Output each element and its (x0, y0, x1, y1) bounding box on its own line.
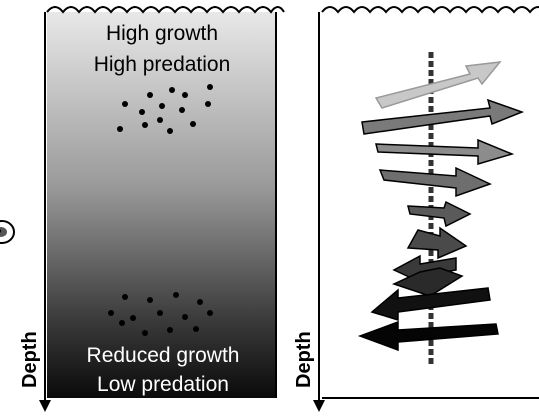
left-water-column (46, 6, 285, 398)
right-depth-axis (313, 12, 325, 412)
bottom-particle-cluster (108, 292, 213, 336)
water-surface-wave (46, 6, 285, 14)
bottom-label-growth: Reduced growth (87, 344, 240, 367)
left-axis-arrowhead (39, 400, 51, 412)
fish-eye-icon (0, 220, 15, 244)
arrow-3 (375, 138, 515, 166)
arrow-9 (370, 287, 491, 322)
arrow-5 (407, 200, 472, 228)
right-axis-label: Depth (293, 331, 315, 388)
arrow-8 (391, 267, 464, 297)
right-water-surface-wave (321, 6, 539, 14)
migration-arrows (357, 61, 525, 352)
top-particle-cluster (117, 84, 213, 134)
top-label-predation: High predation (94, 53, 231, 76)
arrow-4 (378, 166, 492, 198)
top-label-growth: High growth (106, 22, 218, 45)
arrow-6 (406, 226, 468, 260)
left-axis-label: Depth (19, 331, 41, 388)
right-axis-arrowhead (313, 400, 325, 412)
arrow-10 (357, 320, 499, 352)
bottom-label-predation: Low predation (97, 373, 229, 396)
arrow-2 (361, 98, 525, 135)
left-depth-axis (39, 12, 51, 412)
arrow-1 (374, 61, 502, 109)
